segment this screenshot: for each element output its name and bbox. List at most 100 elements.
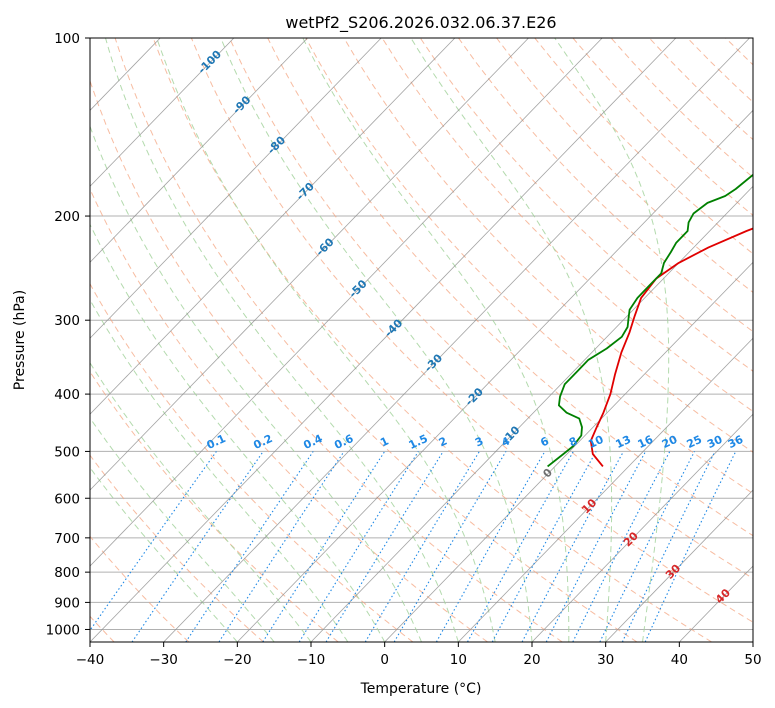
dry-adiabat bbox=[90, 282, 414, 642]
isotherm-line bbox=[531, 413, 753, 642]
mixing-ratio-line bbox=[621, 451, 716, 642]
isotherm-line bbox=[90, 38, 308, 263]
isotherm-line bbox=[163, 38, 750, 642]
isotherms bbox=[0, 38, 753, 642]
dry-adiabat bbox=[572, 38, 753, 216]
mixing-ratio-line bbox=[435, 451, 546, 642]
mixing-ratio-label: 0.1 bbox=[205, 432, 228, 452]
y-tick-label: 500 bbox=[54, 444, 80, 460]
y-tick-label: 700 bbox=[54, 531, 80, 547]
moist-adiabat bbox=[156, 38, 496, 642]
dry-adiabats bbox=[90, 38, 775, 642]
isotherm-line bbox=[0, 38, 13, 642]
dry-adiabat bbox=[114, 38, 638, 642]
dry-adiabat bbox=[90, 187, 488, 642]
mixing-ratio-label: 1 bbox=[378, 434, 390, 449]
x-tick-label: 10 bbox=[450, 652, 467, 668]
moist-adiabat bbox=[90, 299, 349, 642]
mixing-ratio-label: 16 bbox=[636, 433, 656, 451]
isotherm-line bbox=[90, 38, 677, 642]
plot-frame bbox=[89, 37, 754, 643]
isotherm-line bbox=[458, 337, 753, 642]
moist-adiabats bbox=[90, 38, 670, 642]
y-tick-label: 100 bbox=[54, 31, 80, 47]
moist-adiabat bbox=[410, 38, 613, 642]
mixing-ratio-line bbox=[491, 451, 597, 642]
dry-adiabat bbox=[90, 535, 190, 642]
x-tick-label: −40 bbox=[76, 652, 105, 668]
temperature-line bbox=[589, 227, 753, 467]
mixing-ratio-label: 2 bbox=[437, 434, 449, 449]
y-tick-label: 900 bbox=[54, 595, 80, 611]
dry-adiabat bbox=[534, 38, 753, 255]
x-axis-label: Temperature (°C) bbox=[360, 681, 482, 697]
isotherm-line bbox=[237, 109, 753, 642]
y-tick-label: 400 bbox=[54, 387, 80, 403]
pressure-gridlines bbox=[90, 38, 753, 630]
mixing-ratio-line bbox=[325, 451, 444, 642]
mixing-ratio-label: 8 bbox=[567, 434, 579, 449]
mixing-ratio-line bbox=[90, 451, 217, 632]
dry-adiabat bbox=[496, 38, 753, 294]
x-tick-label: 40 bbox=[671, 652, 688, 668]
mixing-ratio-line bbox=[364, 451, 480, 642]
dry-adiabat bbox=[764, 38, 775, 642]
isotherm-line bbox=[90, 38, 235, 187]
isotherm-line bbox=[90, 38, 456, 415]
mixing-ratio-line bbox=[467, 451, 574, 642]
moist-adiabat bbox=[90, 223, 386, 642]
x-tick-label: 20 bbox=[523, 652, 540, 668]
mixing-ratio-label: 36 bbox=[726, 433, 746, 451]
mixing-ratio-label: 13 bbox=[614, 433, 633, 451]
mixing-ratio-line bbox=[218, 451, 345, 642]
dry-adiabat bbox=[90, 454, 264, 642]
moist-adiabat bbox=[90, 125, 422, 642]
y-tick-label: 200 bbox=[54, 209, 80, 225]
mixing-ratio-label: 0.2 bbox=[251, 432, 274, 452]
x-tick-label: −30 bbox=[149, 652, 178, 668]
y-tick-label: 300 bbox=[54, 313, 80, 329]
dry-adiabat bbox=[190, 38, 753, 623]
isotherm-line bbox=[752, 641, 753, 642]
mixing-ratio-label: 30 bbox=[705, 433, 725, 451]
moist-adiabat bbox=[220, 38, 533, 642]
mixing-ratio-label: 1.5 bbox=[407, 432, 430, 452]
mixing-ratio-line bbox=[185, 451, 314, 642]
x-axis-ticks: −40 −30 −20 −10 0 10 20 30 40 50 bbox=[76, 642, 762, 668]
y-tick-label: 600 bbox=[54, 491, 80, 507]
mixing-ratio-label: 6 bbox=[538, 434, 551, 449]
mixing-ratio-label: 0.4 bbox=[301, 432, 324, 452]
isotherm-line bbox=[384, 261, 753, 642]
moist-adiabat bbox=[90, 417, 275, 642]
profile-series bbox=[547, 173, 753, 468]
x-tick-label: 30 bbox=[597, 652, 614, 668]
dry-adiabat bbox=[725, 38, 753, 66]
isotherm-line bbox=[605, 489, 753, 642]
isotherm-line bbox=[90, 38, 603, 567]
y-tick-label: 1000 bbox=[46, 622, 80, 638]
mixing-ratio-line bbox=[599, 451, 695, 642]
y-axis-label: Pressure (hPa) bbox=[12, 290, 28, 390]
dry-adiabat bbox=[90, 370, 339, 642]
dewpoint-line bbox=[547, 173, 753, 468]
mixing-ratio-line bbox=[572, 451, 671, 642]
x-tick-label: −10 bbox=[297, 652, 326, 668]
chart-title: wetPf2_S206.2026.032.06.37.E26 bbox=[285, 13, 556, 33]
y-axis-ticks: 100 200 300 400 500 600 700 800 900 1000 bbox=[46, 31, 90, 638]
dry-adiabat bbox=[90, 79, 563, 642]
mixing-ratio-line bbox=[262, 451, 386, 642]
moist-adiabat bbox=[105, 38, 459, 642]
y-tick-label: 800 bbox=[54, 565, 80, 581]
mixing-ratio-label: 20 bbox=[660, 433, 680, 451]
x-tick-label: 50 bbox=[744, 652, 761, 668]
dry-adiabat bbox=[305, 38, 753, 495]
isotherm-line bbox=[90, 38, 382, 339]
mixing-ratio-lines bbox=[90, 451, 737, 642]
moist-adiabat bbox=[302, 38, 570, 642]
moist-adiabat bbox=[554, 38, 670, 642]
mixing-ratio-line bbox=[644, 451, 737, 642]
x-tick-label: −20 bbox=[223, 652, 252, 668]
moist-adiabat bbox=[90, 362, 312, 642]
dry-adiabat bbox=[419, 38, 753, 372]
